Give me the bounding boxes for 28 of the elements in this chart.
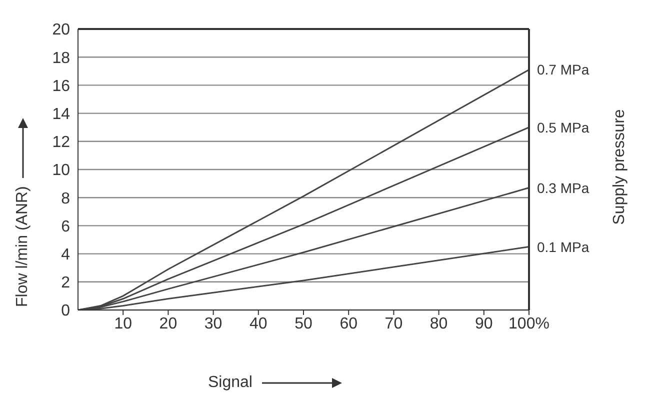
- y-tick-label: 8: [61, 190, 70, 208]
- y-tick-label: 12: [52, 134, 70, 152]
- y-tick-label: 2: [61, 274, 70, 292]
- y-tick-label: 6: [61, 218, 70, 236]
- y-tick-label: 14: [52, 106, 70, 123]
- y2-axis-title: Supply pressure: [611, 108, 629, 227]
- x-tick-label: 60: [340, 315, 358, 332]
- y-tick-label: 16: [52, 78, 70, 95]
- x-tick-label: 70: [384, 315, 403, 332]
- x-tick-label: 50: [294, 315, 312, 332]
- x-tick-label: 90: [475, 315, 493, 332]
- y-tick-label: 18: [52, 50, 70, 67]
- y-tick-label: 10: [52, 162, 70, 180]
- y-axis-title: Flow l/min (ANR): [14, 186, 32, 307]
- series-label: 0.1 MPa: [537, 238, 590, 255]
- y-tick-label: 4: [61, 246, 70, 264]
- series-label: 0.5 MPa: [537, 119, 590, 136]
- series-label: 0.7 MPa: [537, 62, 590, 78]
- x-tick-label: 80: [430, 315, 448, 332]
- y-tick-label: 0: [61, 302, 70, 320]
- y-tick-label: 20: [52, 22, 70, 39]
- x-tick-label: 40: [250, 315, 268, 332]
- x-tick-label: 20: [159, 315, 178, 332]
- x-tick-label: 10: [114, 315, 132, 332]
- x-axis-title: Signal: [208, 374, 252, 392]
- x-tick-label: 100%: [508, 315, 550, 332]
- series-label: 0.3 MPa: [537, 180, 590, 196]
- x-tick-label: 30: [204, 315, 222, 332]
